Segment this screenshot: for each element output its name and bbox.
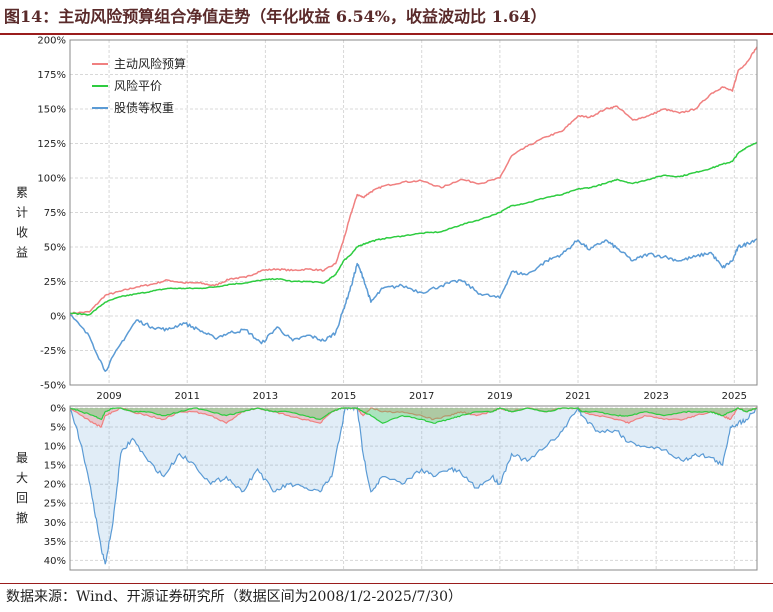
drawdown-plot bbox=[69, 406, 758, 565]
source-note: 数据来源：Wind、开源证券研究所（数据区间为2008/1/2-2025/7/3… bbox=[6, 589, 462, 605]
drawdown-area bbox=[70, 408, 757, 565]
chart-title: 图14：主动风险预算组合净值走势（年化收益 6.54%，收益波动比 1.64） bbox=[4, 7, 547, 26]
series-line bbox=[69, 141, 758, 316]
y-axis-label: 益 bbox=[16, 246, 28, 260]
y-tick-label: 75% bbox=[44, 208, 66, 219]
y-tick-label: 0% bbox=[50, 312, 66, 323]
top-grid bbox=[70, 39, 757, 386]
y-axis-label: 大 bbox=[16, 471, 28, 485]
y-tick-label: 0% bbox=[50, 404, 66, 415]
y-axis-label: 收 bbox=[16, 226, 28, 240]
legend-label: 风险平价 bbox=[114, 78, 162, 93]
x-tick-label: 2025 bbox=[722, 391, 747, 402]
x-tick-label: 2017 bbox=[409, 391, 434, 402]
y-axis-label: 计 bbox=[16, 206, 28, 220]
axes: -50% -25% 0% 25% 50% 75% 100% 125% 150% 175% 200% 2… bbox=[16, 36, 758, 571]
y-axis-label: 回 bbox=[16, 491, 28, 505]
drawdown-line bbox=[69, 406, 758, 565]
y-tick-label: 20% bbox=[44, 480, 66, 491]
y-axis-label: 撤 bbox=[16, 510, 28, 525]
y-tick-label: 10% bbox=[44, 442, 66, 453]
y-tick-label: 50% bbox=[44, 243, 66, 254]
x-tick-label: 2015 bbox=[331, 391, 356, 402]
drawdown-line bbox=[69, 407, 757, 428]
top-panel-frame bbox=[69, 39, 758, 386]
y-axis-label: 累 bbox=[16, 186, 28, 200]
y-tick-label: 30% bbox=[44, 518, 66, 529]
drawdown-area bbox=[70, 408, 757, 424]
bottom-panel-frame bbox=[69, 405, 758, 571]
drawdown-area bbox=[70, 408, 757, 428]
drawdown-line bbox=[69, 407, 758, 424]
series-line bbox=[69, 46, 758, 315]
y-tick-label: 125% bbox=[37, 139, 66, 150]
y-tick-label: -50% bbox=[40, 381, 66, 392]
y-tick-label: 35% bbox=[44, 537, 66, 548]
y-tick-label: 25% bbox=[44, 499, 66, 510]
y-tick-label: 15% bbox=[44, 461, 66, 472]
y-tick-label: 200% bbox=[37, 36, 66, 47]
x-tick-label: 2011 bbox=[175, 391, 200, 402]
legend-label: 主动风险预算 bbox=[114, 56, 186, 71]
x-tick-label: 2019 bbox=[487, 391, 512, 402]
y-tick-label: 100% bbox=[37, 174, 66, 185]
y-tick-label: 150% bbox=[37, 105, 66, 116]
x-tick-label: 2013 bbox=[253, 391, 278, 402]
source-divider bbox=[0, 583, 773, 584]
x-tick-label: 2009 bbox=[96, 391, 121, 402]
y-tick-label: 5% bbox=[50, 423, 66, 434]
title-divider bbox=[0, 33, 773, 35]
series-line bbox=[69, 238, 758, 372]
y-tick-label: 25% bbox=[44, 277, 66, 288]
x-tick-label: 2021 bbox=[565, 391, 590, 402]
y-tick-label: 175% bbox=[37, 70, 66, 81]
y-axis-label: 最 bbox=[16, 451, 28, 465]
y-tick-label: -25% bbox=[40, 346, 66, 357]
cumulative-return-plot bbox=[69, 46, 758, 372]
x-tick-label: 2023 bbox=[643, 391, 668, 402]
y-tick-label: 40% bbox=[44, 556, 66, 567]
legend-label: 股债等权重 bbox=[114, 101, 174, 115]
